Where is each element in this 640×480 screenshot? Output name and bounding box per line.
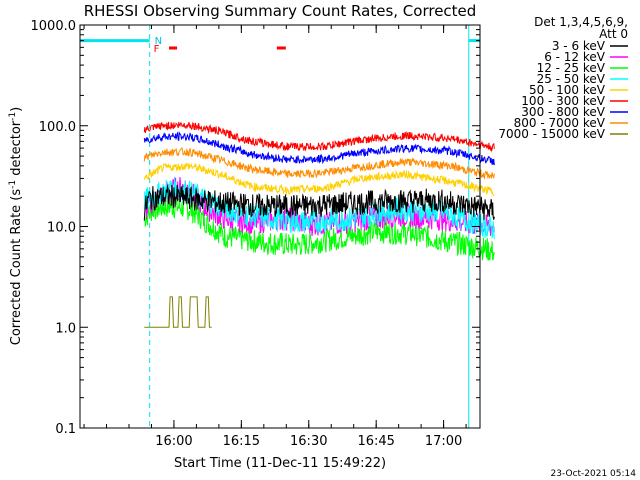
y-tick-label: 0.1	[55, 422, 76, 437]
legend-label: 100 - 300 keV	[521, 94, 605, 108]
legend-label: 7000 - 15000 keV	[498, 127, 605, 141]
series-line-50-100-kev	[143, 161, 495, 197]
x-axis-label: Start Time (11-Dec-11 15:49:22)	[174, 456, 386, 471]
y-axis-label: Corrected Count Rate (s-1 detector-1)	[8, 107, 24, 345]
legend-label: 25 - 50 keV	[537, 72, 606, 86]
series-line-7000-15000-kev	[144, 296, 212, 328]
series-line-100-300-kev	[143, 121, 495, 153]
x-tick-label: 16:30	[290, 434, 327, 449]
x-tick-label: 16:00	[155, 434, 192, 449]
x-tick-label: 16:45	[357, 434, 394, 449]
series-line-12-25-kev	[143, 195, 495, 261]
legend-header-line1: Det 1,3,4,5,6,9,	[534, 15, 628, 29]
flare-label: F	[154, 44, 160, 55]
x-tick-label: 16:15	[223, 434, 260, 449]
series-layer	[143, 121, 495, 328]
series-line-3-6-kev	[143, 184, 495, 221]
x-tick-label: 17:00	[425, 434, 462, 449]
chart-title: RHESSI Observing Summary Count Rates, Co…	[84, 2, 477, 20]
legend-label: 6 - 12 keV	[544, 50, 606, 64]
series-line-800-7000-kev	[143, 146, 495, 180]
x-axis: 16:00 16:15 16:30 16:45 17:00	[83, 25, 467, 449]
legend-label: 3 - 6 keV	[552, 39, 606, 53]
series-line-300-800-kev	[143, 131, 495, 166]
legend-label: 800 - 7000 keV	[514, 116, 606, 130]
legend-label: 300 - 800 keV	[521, 105, 605, 119]
timestamp: 23-Oct-2021 05:14	[551, 469, 637, 479]
y-axis: 0.1 1.0 10.0 100.0 1000.0	[31, 19, 480, 437]
y-tick-label: 100.0	[39, 120, 76, 135]
night-label: N	[155, 36, 162, 47]
y-tick-label: 1.0	[55, 321, 76, 336]
legend-label: 50 - 100 keV	[529, 83, 606, 97]
legend-header-line2: Att 0	[599, 27, 628, 41]
y-tick-label: 10.0	[47, 221, 76, 236]
y-tick-label: 1000.0	[31, 19, 77, 34]
legend-label: 12 - 25 keV	[537, 61, 606, 75]
